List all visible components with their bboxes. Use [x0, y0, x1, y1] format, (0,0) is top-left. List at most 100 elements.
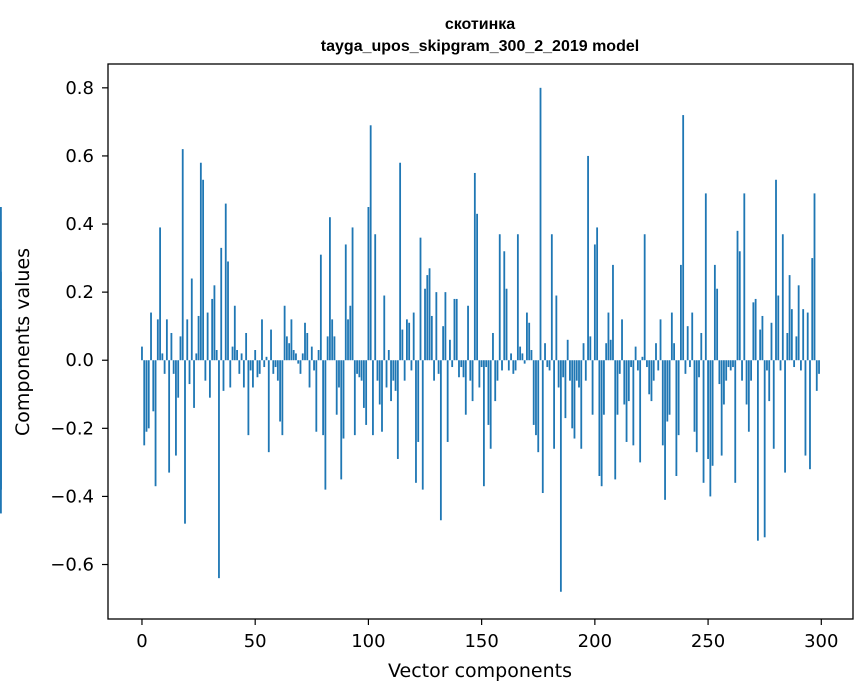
- bar: [236, 350, 238, 361]
- bar: [756, 360, 759, 541]
- bar: [218, 360, 220, 579]
- bar: [809, 360, 811, 470]
- bar: [177, 360, 180, 398]
- bar: [161, 353, 164, 361]
- bar: [573, 360, 576, 439]
- bar: [689, 360, 691, 368]
- bar: [199, 162, 202, 361]
- bar: [530, 350, 533, 361]
- bar: [793, 360, 796, 368]
- bar: [711, 360, 714, 466]
- bar: [202, 179, 205, 361]
- bar: [412, 312, 415, 361]
- bar: [288, 343, 291, 361]
- bar: [598, 360, 601, 476]
- y-tick-label: −0.2: [50, 418, 94, 439]
- bar: [707, 360, 709, 459]
- bar: [315, 360, 318, 432]
- bar: [804, 360, 807, 456]
- bar: [471, 360, 474, 402]
- bar: [297, 360, 300, 364]
- bar: [612, 264, 614, 361]
- plot-frame: [107, 63, 854, 620]
- bar: [521, 353, 524, 361]
- bar: [800, 360, 802, 371]
- bar: [510, 353, 512, 361]
- bar: [188, 360, 191, 385]
- bar: [396, 360, 399, 459]
- y-tick-label: −0.6: [50, 555, 94, 576]
- bar: [154, 360, 157, 487]
- y-tick-label: 0.4: [65, 214, 94, 235]
- bar: [623, 360, 626, 405]
- bar: [245, 332, 248, 361]
- bar: [322, 360, 325, 436]
- bar: [231, 346, 234, 361]
- bar: [247, 360, 250, 436]
- bar: [394, 360, 397, 391]
- bar: [480, 360, 483, 368]
- bar: [752, 302, 755, 361]
- bar: [535, 360, 537, 436]
- bar: [385, 360, 388, 388]
- bar: [360, 360, 363, 381]
- bar: [802, 309, 805, 361]
- bar: [532, 360, 535, 425]
- bar: [283, 305, 286, 361]
- bar: [462, 360, 465, 378]
- bar: [249, 360, 252, 371]
- bar: [754, 298, 757, 361]
- bar: [211, 298, 214, 361]
- bar: [276, 360, 279, 381]
- x-axis-label: Vector components: [388, 660, 572, 682]
- bar: [141, 346, 143, 361]
- bar: [324, 360, 327, 490]
- bar: [514, 360, 517, 371]
- bar: [507, 360, 510, 371]
- bar: [702, 360, 705, 483]
- bar: [372, 360, 374, 436]
- bar: [575, 360, 578, 381]
- bar: [193, 360, 195, 408]
- bar: [775, 179, 777, 361]
- bar: [684, 360, 687, 374]
- bar: [342, 360, 345, 439]
- bar: [489, 360, 492, 449]
- bar: [460, 360, 463, 368]
- bar: [743, 193, 746, 361]
- bar: [523, 360, 526, 364]
- bar: [399, 162, 402, 361]
- bar: [643, 234, 646, 361]
- bar: [539, 87, 542, 361]
- bar: [564, 360, 567, 419]
- bar: [630, 360, 632, 368]
- bar: [725, 360, 728, 381]
- bar: [666, 360, 669, 422]
- x-tick-label: 300: [804, 631, 838, 652]
- bar: [555, 295, 558, 361]
- bar: [281, 360, 284, 436]
- bar: [709, 360, 712, 497]
- bar: [618, 360, 621, 374]
- bar: [227, 261, 229, 361]
- bar: [788, 275, 791, 361]
- bar: [727, 360, 730, 368]
- y-tick-label: 0.0: [65, 350, 94, 371]
- bar: [313, 360, 315, 371]
- bar: [614, 360, 617, 480]
- bar: [772, 360, 775, 449]
- bar: [501, 360, 503, 371]
- bar: [279, 360, 281, 422]
- bar: [446, 360, 449, 442]
- bar: [632, 360, 635, 446]
- bar: [616, 360, 619, 415]
- bar: [607, 312, 610, 361]
- bar: [426, 275, 429, 361]
- bar: [763, 360, 766, 538]
- bar: [292, 350, 295, 361]
- bar: [464, 360, 467, 415]
- bar: [718, 360, 721, 385]
- bar: [668, 360, 671, 415]
- bar: [444, 292, 447, 361]
